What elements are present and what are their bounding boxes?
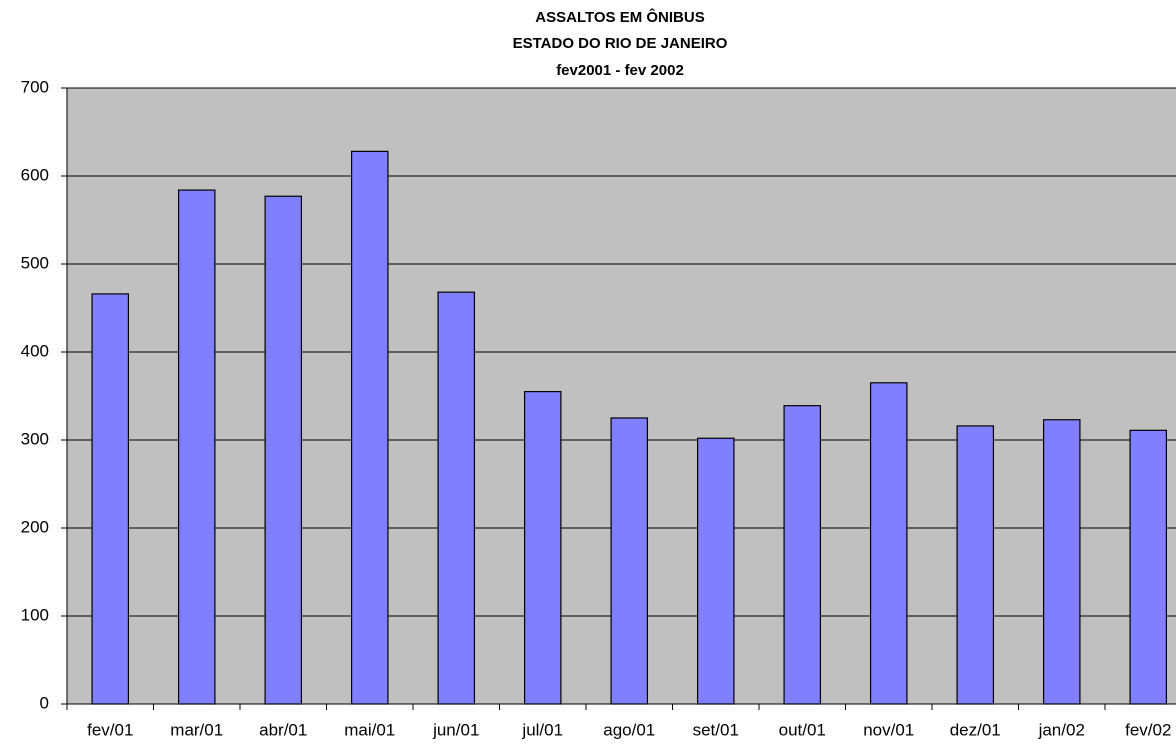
x-tick-label: out/01	[779, 720, 826, 739]
x-tick-label: jan/02	[1038, 720, 1085, 739]
y-tick-label: 300	[21, 429, 49, 448]
chart-title: ESTADO DO RIO DE JANEIRO	[513, 35, 728, 52]
chart-subtitle: fev2001 - fev 2002	[556, 62, 684, 79]
bar	[264, 195, 303, 705]
x-tick-label: abr/01	[259, 720, 307, 739]
y-tick-label: 0	[40, 693, 49, 712]
bar	[1129, 429, 1168, 705]
x-tick-label: jun/01	[432, 720, 479, 739]
chart-title: ASSALTOS EM ÔNIBUS	[535, 8, 704, 26]
x-tick-label: nov/01	[863, 720, 914, 739]
y-tick-label: 200	[21, 517, 49, 536]
bar	[696, 437, 735, 705]
bar	[783, 405, 822, 705]
x-tick-label: dez/01	[950, 720, 1001, 739]
x-tick-label: fev/01	[87, 720, 133, 739]
y-tick-label: 500	[21, 253, 49, 272]
x-tick-label: mai/01	[344, 720, 395, 739]
bar	[610, 417, 649, 705]
bar	[869, 382, 908, 705]
bar	[350, 150, 389, 705]
x-tick-label: jul/01	[521, 720, 563, 739]
x-tick-label: set/01	[693, 720, 739, 739]
y-tick-label: 600	[21, 165, 49, 184]
bar	[91, 293, 130, 705]
x-tick-label: mar/01	[170, 720, 223, 739]
bar	[177, 189, 216, 705]
x-tick-label: fev/02	[1125, 720, 1171, 739]
bar	[523, 391, 562, 705]
y-tick-label: 700	[21, 77, 49, 96]
bar	[956, 425, 995, 705]
y-tick-label: 400	[21, 341, 49, 360]
y-tick-label: 100	[21, 605, 49, 624]
bar	[1042, 419, 1081, 705]
x-tick-label: ago/01	[603, 720, 655, 739]
bar	[437, 291, 476, 705]
